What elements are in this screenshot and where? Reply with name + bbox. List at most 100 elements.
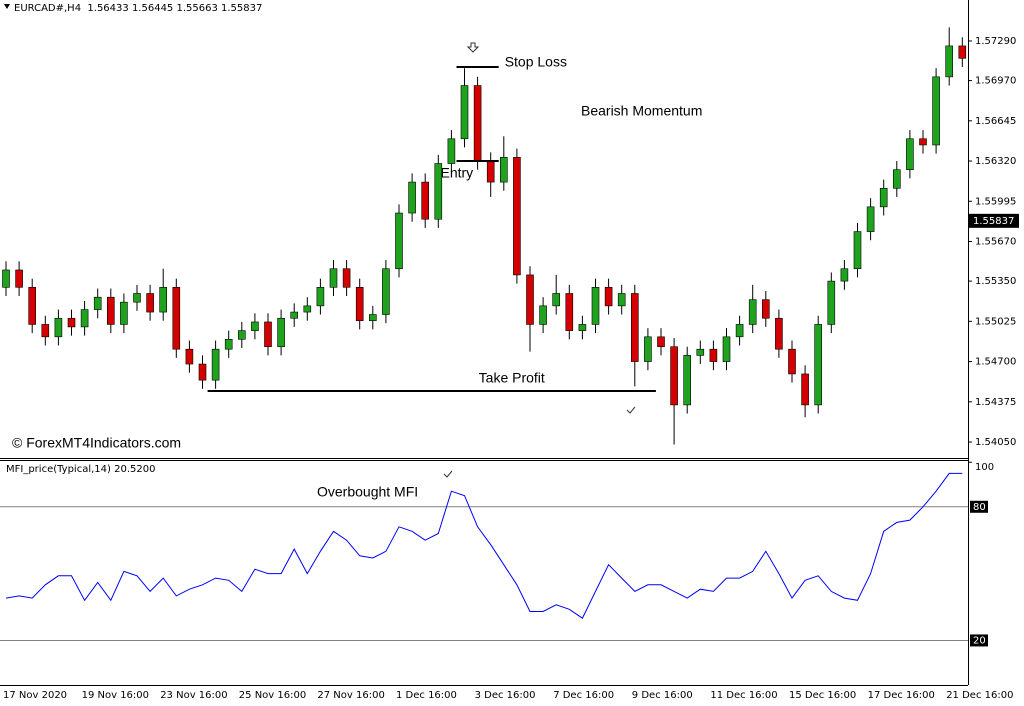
candle-body [788,348,796,375]
annotation: Bearish Momentum [581,103,702,119]
candle-body [892,169,901,189]
candle-body [434,163,443,220]
y-tick-label: 1.55670 [975,237,1016,248]
candle-body [945,45,954,78]
watermark: © ForexMT4Indicators.com [12,435,181,451]
candle-body [761,299,770,319]
candle-body [683,355,692,406]
candle-body [670,346,678,406]
candle-body [840,268,849,282]
annotation: Overbought MFI [317,484,418,500]
candle-body [866,206,875,232]
x-tick-label: 25 Nov 16:00 [239,690,306,701]
annotation: Stop Loss [505,54,567,70]
candle-body [54,317,63,338]
candle-body [133,293,141,303]
candle-body [224,338,233,350]
candle-body [408,181,416,214]
candle-body [696,348,705,356]
x-tick-label: 23 Nov 16:00 [160,690,227,701]
candle-body [591,287,600,325]
candle-body [146,293,154,313]
y-tick-label: 1.55025 [975,316,1016,327]
candle-body [906,138,914,171]
candle-body [93,296,102,310]
candle-body [159,287,167,313]
candle-body [526,274,534,325]
candle-body [801,373,809,406]
indicator-title: MFI_price(Typical,14) 20.5200 [6,464,155,475]
candle-body [853,231,862,270]
x-tick-label: 7 Dec 16:00 [553,690,614,701]
x-tick-label: 17 Nov 2020 [3,690,67,701]
level-box [970,634,988,647]
candle-body [172,287,181,350]
candle-body [67,317,76,328]
candle-body [421,181,430,220]
annotation: Entry [441,165,474,181]
candle-body [604,287,613,307]
candle-body [775,317,783,350]
y-tick-label: 1.54375 [975,397,1016,408]
y-tick-label: 1.54050 [975,437,1016,448]
candle-body [15,269,23,288]
candle-body [185,348,194,365]
candle-body [814,324,823,406]
candle-body [107,296,115,325]
candle-body [565,293,574,331]
candle-body [329,268,338,288]
candle-body [342,268,351,288]
candle-body [211,348,220,381]
candle-body [316,287,325,307]
candle-body [80,309,89,328]
candle-body [382,268,390,315]
candle-body [879,187,888,208]
y-tick-label: 1.55350 [975,276,1016,287]
candle-body [473,85,482,162]
candle-body [303,305,312,313]
candle-body [578,324,587,331]
symbol-marker [4,4,10,9]
y-tick-label: 1.56970 [975,76,1016,87]
x-tick-label: 17 Dec 16:00 [868,690,935,701]
candle-body [277,317,285,348]
x-tick-label: 9 Dec 16:00 [632,690,693,701]
annotation: Take Profit [479,370,545,386]
candle-body [460,85,469,140]
candle-body [198,363,207,381]
candle-body [120,301,128,325]
candle-body [827,280,836,325]
candle-body [552,293,561,307]
y-tick-label: 1.57290 [975,36,1016,47]
arrow-icon [466,42,480,53]
candle-body [264,321,272,348]
x-tick-label: 11 Dec 16:00 [710,690,777,701]
candle-body [539,305,547,325]
check-icon [626,406,636,414]
x-tick-label: 15 Dec 16:00 [789,690,856,701]
y-tick-label: 1.54700 [975,357,1016,368]
candle-body [290,311,299,319]
candle-body [513,157,521,276]
candle-body [2,269,10,288]
candle-body [657,336,665,348]
candle-body [28,287,37,325]
candle-body [722,336,731,362]
candle-body [709,348,718,362]
candle-body [355,287,364,322]
candle-body [735,324,744,338]
candle-body [958,45,967,59]
candle-body [447,138,456,164]
y-tick-label: 1.55995 [975,196,1016,207]
x-tick-label: 3 Dec 16:00 [475,690,536,701]
y-tick-label: 1.56645 [975,116,1016,127]
candle-body [617,293,626,307]
candle-body [919,138,927,146]
y-tick-label: 100 [975,462,994,473]
level-label: 80 [973,502,986,513]
last-price-label: 1.55837 [973,216,1014,227]
y-tick-label: 1.56320 [975,156,1016,167]
x-tick-label: 1 Dec 16:00 [396,690,457,701]
x-tick-label: 21 Dec 16:00 [946,690,1013,701]
